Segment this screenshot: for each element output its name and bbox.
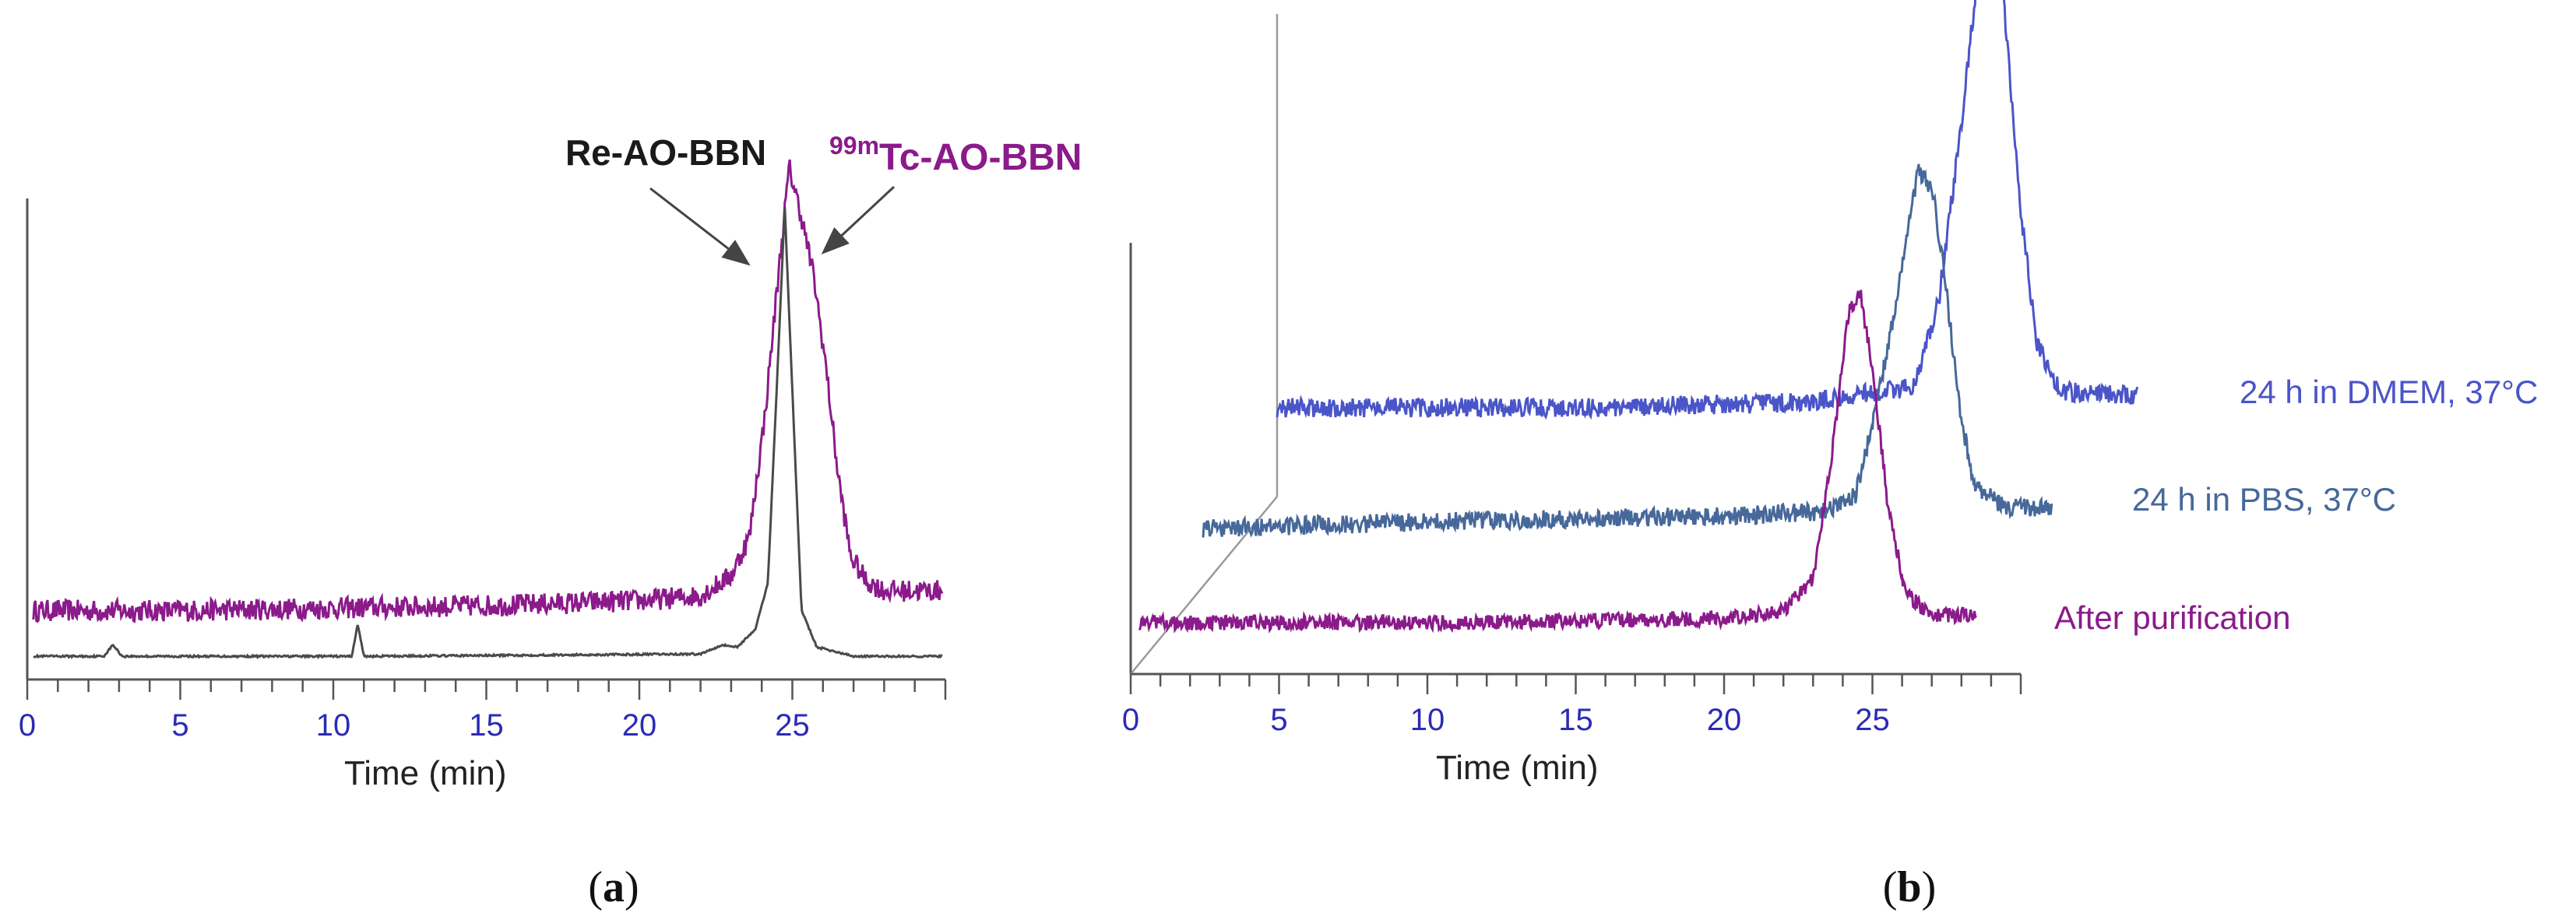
panel-b: 0 5 10 15 20 25 Time (min) 24 h in DMEM, 37°C 24… (1122, 0, 2538, 911)
series-line-99mtc-ao-bbn (32, 159, 944, 623)
x-tick-label: 20 (622, 708, 657, 743)
series-line-after-purification (1138, 290, 1978, 634)
arrow-99mtc-ao-bbn (821, 185, 896, 255)
series-label-pbs: 24 h in PBS, 37°C (2132, 481, 2396, 518)
x-tick-label: 10 (316, 708, 351, 743)
arrow-re-ao-bbn (649, 187, 751, 266)
series-label-after-purification: After purification (2054, 599, 2290, 636)
x-axis-label: Time (min) (1436, 749, 1599, 787)
series-line-pbs (1202, 163, 2053, 538)
x-tick-label: 15 (469, 708, 504, 743)
series-line-dmem (1276, 0, 2139, 420)
x-tick-label: 0 (19, 708, 36, 743)
x-tick-label: 15 (1558, 703, 1593, 737)
x-tick-label: 20 (1707, 703, 1742, 737)
annotation-re-ao-bbn: Re-AO-BBN (565, 132, 766, 173)
x-tick-label: 25 (775, 708, 810, 743)
x-axis-label: Time (min) (344, 754, 507, 792)
x-tick-label: 5 (1270, 703, 1287, 737)
annotation-99mtc-ao-bbn: 99mTc-AO-BBN (829, 132, 1082, 178)
panel-label-b: (b) (1883, 863, 1936, 911)
panel-a: 0 5 10 15 20 25 Time (min) Re-AO-BBN 99mTc-AO-BB… (19, 132, 1082, 911)
x-tick-label: 5 (171, 708, 188, 743)
x-tick-label: 10 (1410, 703, 1445, 737)
panel-label-a: (a) (588, 863, 639, 911)
x-tick-label: 0 (1122, 703, 1139, 737)
x-tick-label: 25 (1855, 703, 1890, 737)
series-label-dmem: 24 h in DMEM, 37°C (2240, 374, 2538, 410)
series-line-re-ao-bbn (33, 207, 943, 660)
